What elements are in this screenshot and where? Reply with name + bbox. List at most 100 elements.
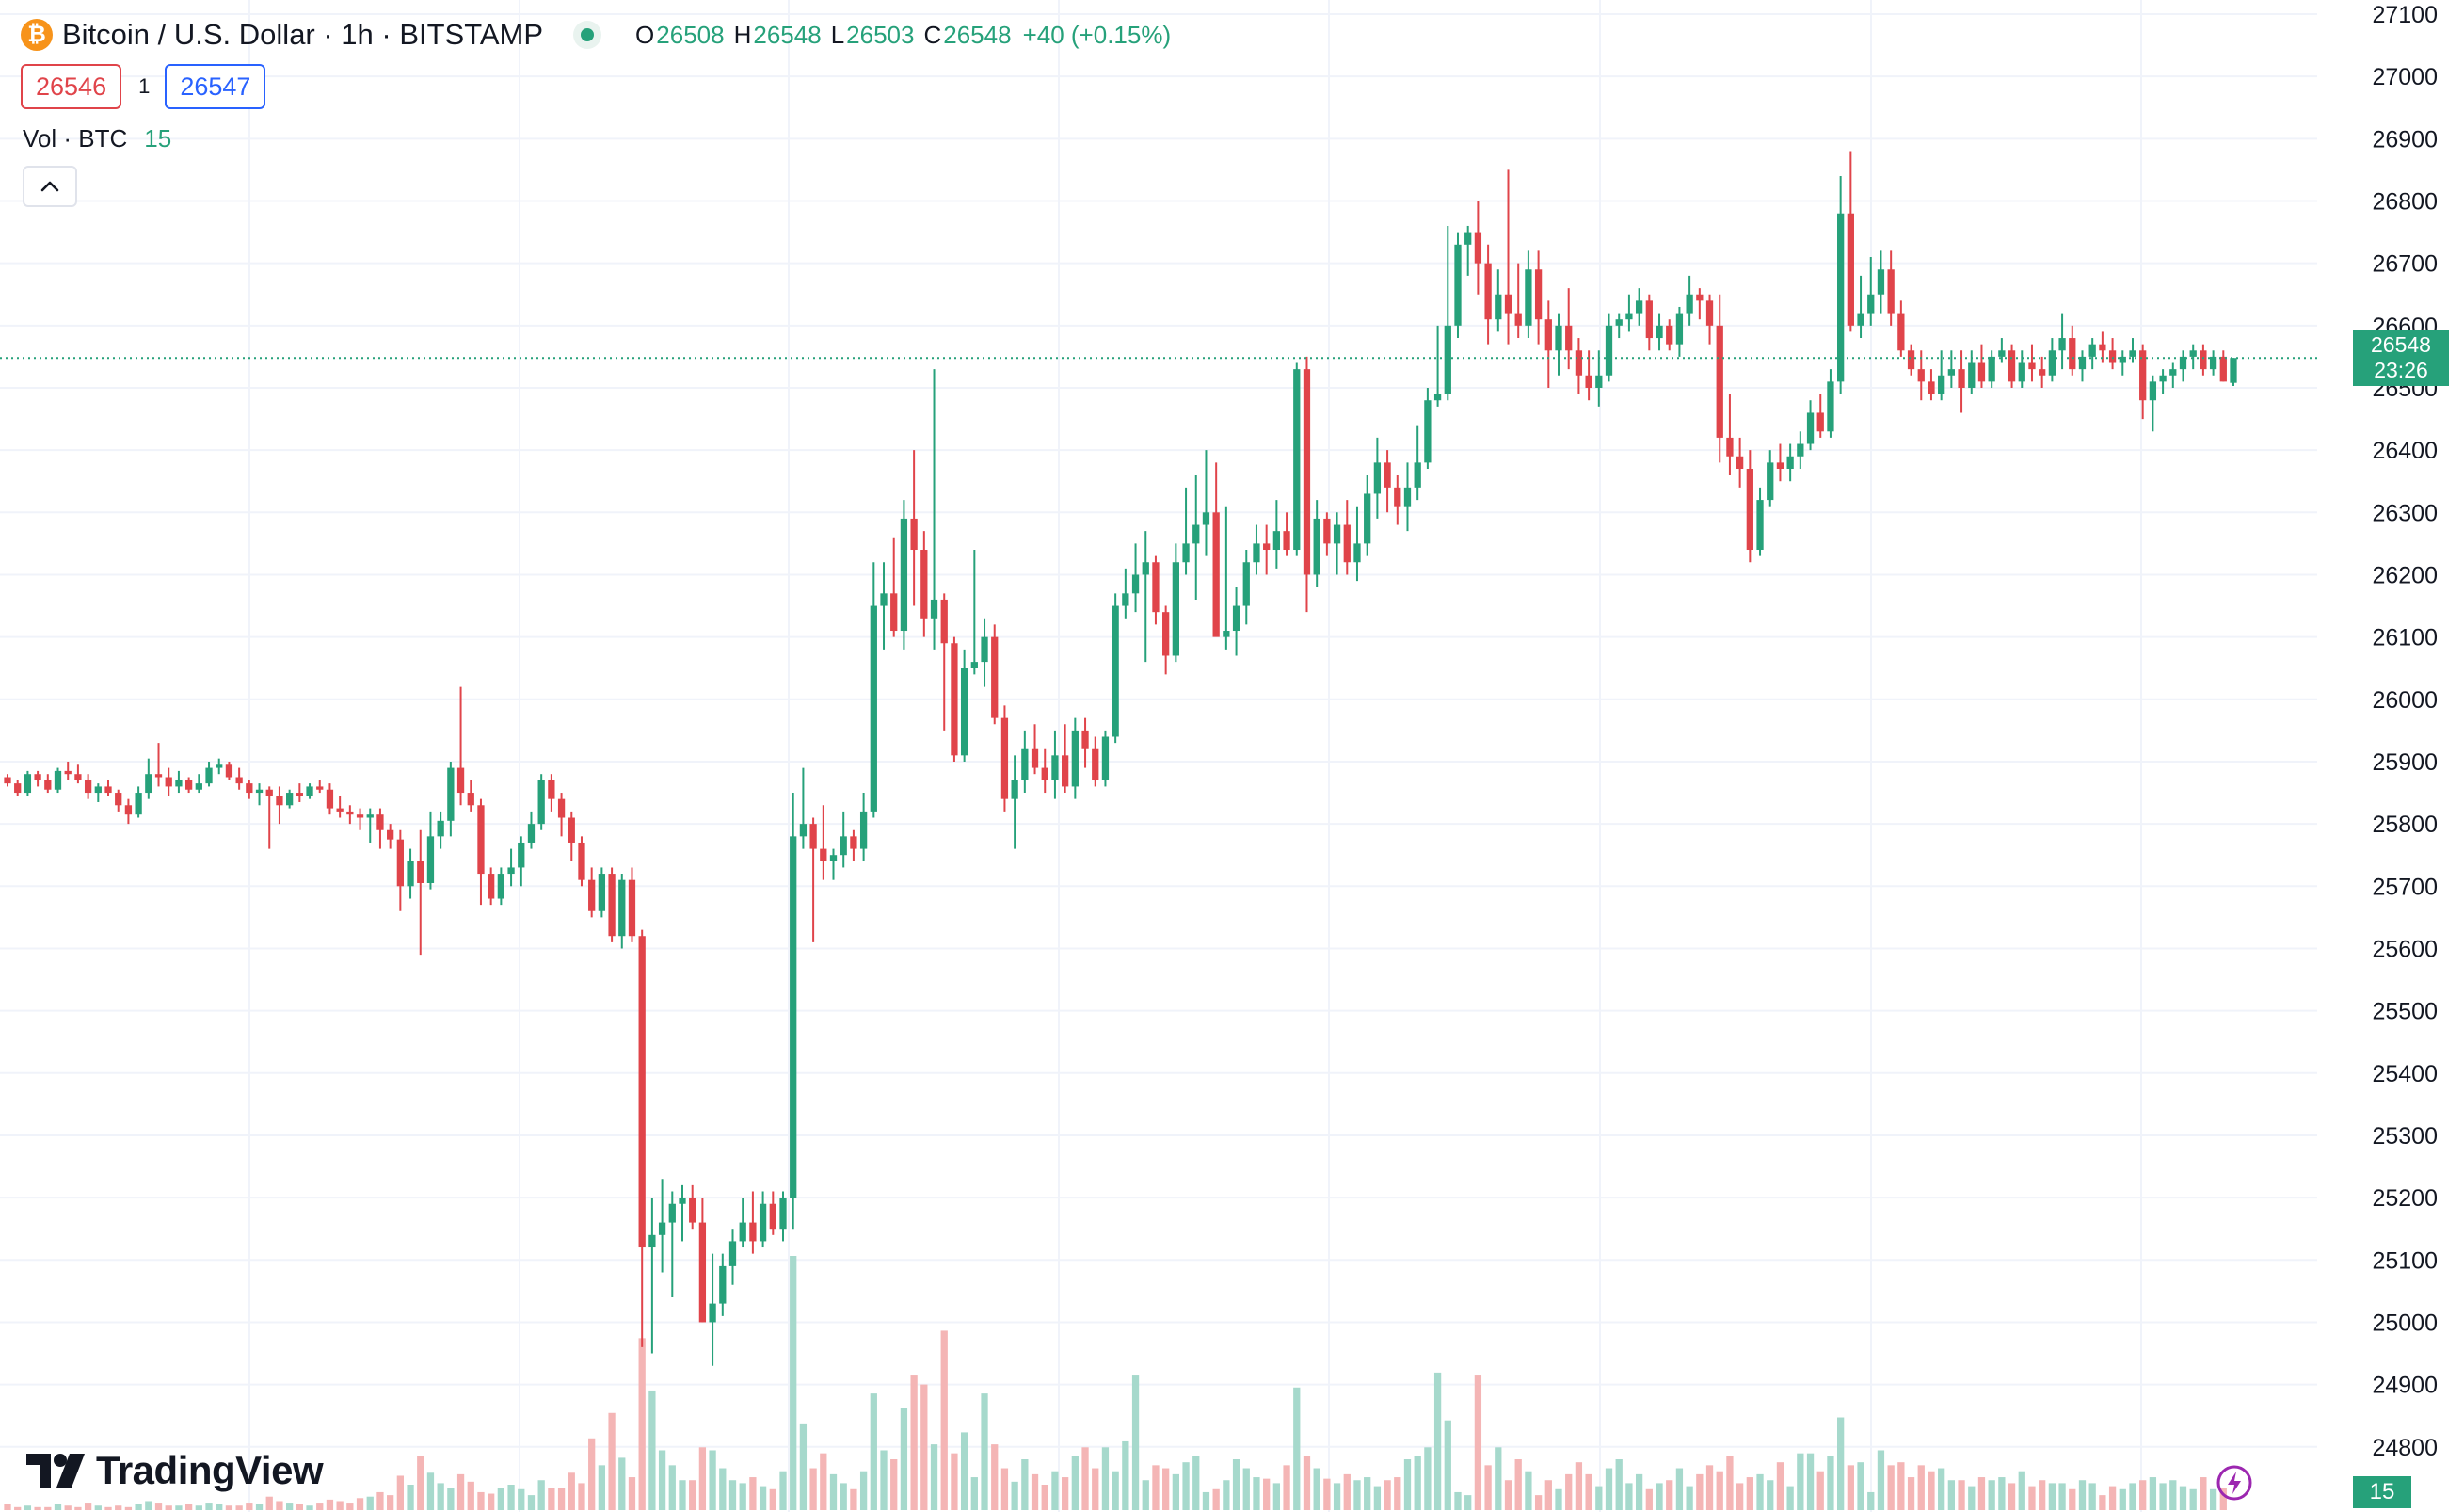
candle: [2129, 338, 2136, 363]
volume-bar: [960, 1432, 968, 1510]
candle-body: [1223, 631, 1230, 637]
candle-body: [1907, 350, 1915, 370]
candle-body: [900, 518, 908, 632]
candle-body: [991, 636, 999, 718]
candle: [991, 624, 999, 725]
candle: [1484, 244, 1492, 345]
candle: [809, 817, 817, 942]
volume-bar: [1353, 1480, 1361, 1510]
candle: [1474, 201, 1482, 295]
volume-bar: [1938, 1468, 1945, 1510]
candle: [326, 783, 334, 815]
candle-body: [1323, 518, 1331, 544]
volume-bar: [1555, 1488, 1562, 1510]
volume-bar: [880, 1450, 888, 1510]
candle: [235, 767, 243, 790]
lightning-icon[interactable]: [2216, 1464, 2253, 1502]
candle: [1122, 568, 1129, 619]
volume-bar: [779, 1471, 787, 1510]
candle: [1303, 356, 1311, 613]
candle-body: [2039, 369, 2046, 376]
candle-body: [216, 764, 223, 768]
volume-bar: [255, 1504, 264, 1510]
candle: [488, 867, 495, 906]
volume-bar: [2189, 1488, 2197, 1510]
volume-bar: [1403, 1459, 1412, 1510]
symbol-legend[interactable]: ₿ Bitcoin / U.S. Dollar · 1h · BITSTAMP …: [21, 13, 1171, 56]
candle: [719, 1253, 727, 1316]
candle: [1051, 730, 1059, 799]
volume-bar: [709, 1450, 716, 1510]
candle: [658, 1179, 666, 1273]
candle: [1837, 176, 1845, 394]
candle: [376, 808, 384, 849]
sell-button[interactable]: 26546: [21, 64, 122, 109]
volume-bar: [2139, 1480, 2147, 1510]
candle: [1504, 169, 1512, 345]
y-tick-label: 25300: [2372, 1123, 2438, 1150]
volume-bar: [518, 1488, 525, 1510]
candle: [1021, 730, 1029, 794]
candle: [2069, 325, 2076, 376]
candle: [1232, 587, 1240, 656]
candle-body: [1000, 717, 1009, 799]
low-label: L: [830, 20, 845, 49]
change-value: +40 (+0.15%): [1022, 20, 1172, 49]
volume-bar: [728, 1480, 737, 1510]
candle-body: [255, 789, 264, 794]
candle: [728, 1229, 737, 1285]
volume-bar: [1142, 1480, 1149, 1510]
candle: [1595, 350, 1603, 407]
candle-body: [598, 874, 606, 911]
market-open-dot-icon[interactable]: [573, 21, 602, 49]
volume-bar: [2219, 1488, 2227, 1510]
tradingview-logo[interactable]: TradingView: [26, 1448, 324, 1493]
candle: [960, 649, 968, 762]
symbol-title[interactable]: Bitcoin / U.S. Dollar · 1h · BITSTAMP: [62, 18, 544, 51]
candle: [598, 867, 606, 918]
volume-bar: [1797, 1453, 1804, 1510]
volume-bar: [205, 1503, 213, 1510]
collapse-legend-button[interactable]: [23, 166, 77, 207]
candle-body: [104, 786, 112, 794]
volume-bar: [1877, 1450, 1885, 1510]
volume-bar: [2149, 1477, 2157, 1510]
y-tick-label: 25900: [2372, 749, 2438, 776]
volume-bar: [2088, 1483, 2096, 1510]
volume-bar: [840, 1483, 847, 1510]
candle-body: [1062, 755, 1069, 787]
candle-body: [1666, 325, 1673, 345]
buy-button[interactable]: 26547: [165, 64, 266, 109]
candle: [4, 774, 11, 787]
candle-body: [1998, 350, 2006, 357]
volume-legend[interactable]: Vol · BTC 15: [23, 124, 171, 153]
candle: [1625, 294, 1633, 332]
volume-bar: [456, 1473, 465, 1510]
candle: [829, 848, 838, 880]
candle-body: [376, 814, 384, 830]
candle: [518, 836, 525, 887]
candle-body: [124, 805, 133, 815]
candle: [2189, 344, 2197, 370]
volume-bar: [1514, 1459, 1522, 1510]
candle: [1081, 717, 1089, 768]
candle: [779, 1191, 787, 1242]
candle: [2028, 344, 2036, 382]
volume-bar: [537, 1480, 545, 1510]
candle: [1192, 475, 1200, 600]
candle-body: [618, 879, 626, 937]
candle: [1172, 543, 1179, 663]
candle: [1977, 344, 1986, 388]
volume-bar: [64, 1505, 72, 1510]
volume-bar: [790, 1256, 797, 1510]
candle: [145, 758, 152, 799]
volume-bar: [235, 1505, 243, 1510]
candle: [689, 1184, 696, 1230]
volume-bar: [658, 1450, 666, 1510]
y-tick-label: 27100: [2372, 2, 2438, 28]
volume-bar: [1988, 1480, 1995, 1510]
price-axis[interactable]: 2710027000269002680026700266002650026400…: [2372, 2, 2438, 1461]
volume-bar: [296, 1504, 303, 1510]
volume-bar: [1615, 1459, 1623, 1510]
